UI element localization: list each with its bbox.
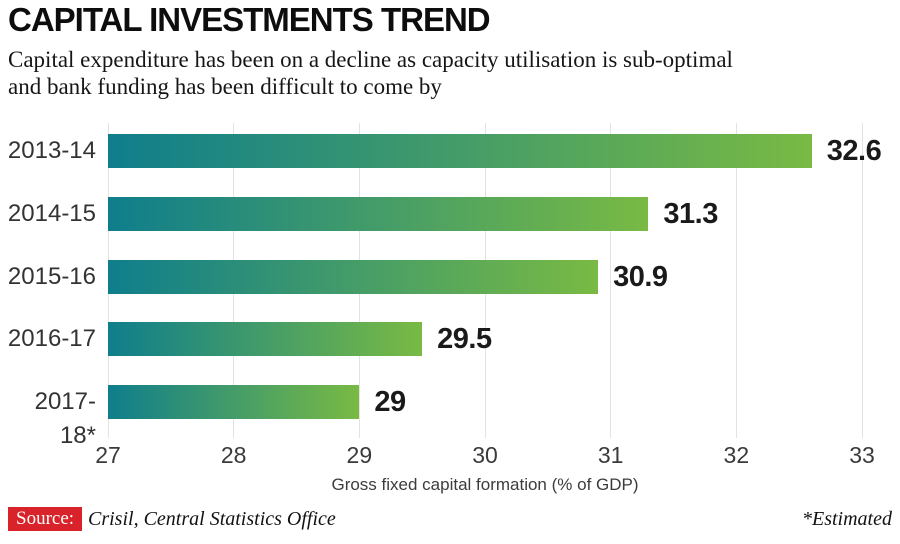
- category-label: 2015-16: [7, 262, 96, 290]
- category-label: 2017-18*: [34, 388, 96, 449]
- category-label: 2014-15: [7, 199, 96, 227]
- gridline-33: [861, 123, 863, 438]
- x-tick-label-33: 33: [849, 442, 875, 468]
- source-text: Crisil, Central Statistics Office: [88, 508, 336, 530]
- chart-subtitle-line2: and bank funding has been difficult to c…: [8, 74, 442, 99]
- bar: [108, 259, 599, 294]
- x-tick-label-28: 28: [220, 442, 247, 468]
- category-label: 2016-17: [7, 325, 96, 353]
- bar: [108, 134, 812, 168]
- x-tick-label-27: 27: [95, 442, 121, 468]
- value-label: 29: [374, 386, 406, 418]
- bar: [108, 385, 360, 419]
- x-tick-label-31: 31: [597, 442, 624, 468]
- x-axis-label: Gross fixed capital formation (% of GDP): [331, 475, 639, 494]
- x-tick-label-30: 30: [472, 442, 498, 468]
- chart-subtitle: Capital expenditure has been on a declin…: [8, 46, 733, 100]
- bar: [108, 322, 423, 357]
- gridline-31: [610, 123, 612, 438]
- value-label: 32.6: [826, 135, 882, 167]
- chart-title: CAPITAL INVESTMENTS TREND: [8, 1, 491, 38]
- estimated-note: *Estimated: [802, 508, 892, 530]
- value-label: 31.3: [663, 197, 718, 230]
- source-badge: Source:: [8, 507, 83, 531]
- x-tick-label-29: 29: [346, 442, 373, 468]
- value-label: 29.5: [437, 323, 492, 356]
- category-label: 2013-14: [7, 137, 96, 164]
- gridline-32: [735, 123, 737, 438]
- bar: [108, 196, 649, 231]
- chart-subtitle-line1: Capital expenditure has been on a declin…: [8, 47, 733, 72]
- value-label: 30.9: [613, 260, 668, 293]
- x-tick-label-32: 32: [723, 442, 750, 468]
